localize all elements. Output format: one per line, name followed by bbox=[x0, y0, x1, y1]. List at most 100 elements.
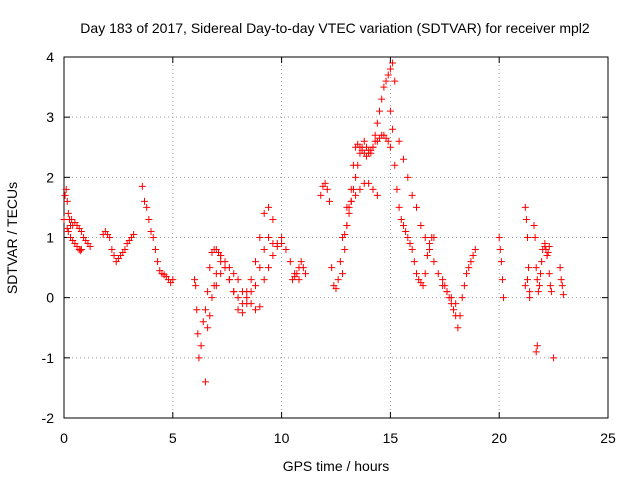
data-point bbox=[217, 252, 225, 260]
data-point bbox=[402, 227, 410, 235]
data-point bbox=[199, 318, 207, 326]
x-tick-label: 25 bbox=[600, 430, 616, 446]
data-point bbox=[360, 137, 368, 145]
data-point bbox=[450, 306, 458, 314]
data-point bbox=[293, 270, 301, 278]
data-point bbox=[108, 246, 116, 254]
data-point bbox=[234, 294, 242, 302]
data-point bbox=[458, 294, 466, 302]
data-point bbox=[77, 246, 85, 254]
data-point bbox=[406, 240, 414, 248]
data-point bbox=[393, 185, 401, 193]
data-point bbox=[378, 95, 386, 103]
data-point bbox=[421, 270, 429, 278]
data-point bbox=[399, 221, 407, 229]
data-point bbox=[121, 246, 129, 254]
data-point bbox=[423, 252, 431, 260]
data-point bbox=[460, 282, 468, 290]
data-point bbox=[278, 234, 286, 241]
data-point bbox=[192, 282, 200, 290]
data-point bbox=[225, 264, 233, 272]
data-point bbox=[145, 215, 153, 223]
data-point bbox=[323, 185, 331, 193]
data-point bbox=[243, 294, 251, 302]
data-point bbox=[343, 203, 351, 211]
x-tick-label: 15 bbox=[383, 430, 399, 446]
data-point bbox=[373, 119, 381, 127]
data-point bbox=[273, 240, 281, 248]
data-point bbox=[141, 197, 149, 205]
data-point bbox=[389, 59, 397, 67]
data-point bbox=[194, 330, 202, 338]
data-point bbox=[295, 276, 303, 284]
x-tick-label: 20 bbox=[491, 430, 507, 446]
data-point bbox=[408, 246, 416, 254]
data-point bbox=[384, 71, 392, 79]
data-point bbox=[550, 354, 558, 362]
data-point bbox=[251, 306, 259, 314]
data-point bbox=[384, 137, 392, 145]
data-point bbox=[399, 155, 407, 163]
data-point bbox=[64, 209, 72, 217]
data-point bbox=[347, 197, 355, 205]
data-point bbox=[234, 276, 242, 284]
data-point bbox=[352, 191, 360, 199]
data-point bbox=[532, 264, 540, 272]
data-point bbox=[471, 246, 479, 254]
data-point bbox=[169, 276, 177, 284]
data-point bbox=[417, 221, 425, 229]
data-point bbox=[86, 243, 94, 251]
data-point bbox=[334, 276, 342, 284]
data-point bbox=[251, 258, 259, 266]
chart-title: Day 183 of 2017, Sidereal Day-to-day VTE… bbox=[80, 20, 590, 36]
data-point bbox=[297, 258, 305, 266]
data-point bbox=[404, 234, 412, 241]
data-point bbox=[545, 243, 553, 251]
data-point bbox=[191, 276, 199, 284]
data-point bbox=[538, 258, 546, 266]
grid bbox=[64, 57, 608, 418]
data-point bbox=[523, 234, 531, 241]
data-point bbox=[404, 173, 412, 181]
data-point bbox=[238, 309, 246, 317]
data-point bbox=[197, 342, 205, 350]
x-axis-label: GPS time / hours bbox=[283, 458, 390, 474]
data-point bbox=[496, 246, 504, 254]
data-point bbox=[395, 137, 403, 145]
x-tick-label: 0 bbox=[60, 430, 68, 446]
y-tick-label: 1 bbox=[46, 230, 54, 246]
data-point bbox=[497, 258, 505, 266]
data-point bbox=[68, 215, 76, 223]
data-point bbox=[498, 276, 506, 284]
data-point bbox=[544, 249, 552, 257]
data-point bbox=[456, 312, 464, 320]
data-point bbox=[110, 252, 118, 260]
data-point bbox=[526, 288, 534, 296]
data-point bbox=[282, 246, 290, 254]
data-point bbox=[201, 306, 209, 314]
data-point bbox=[369, 143, 377, 151]
data-point bbox=[557, 276, 565, 284]
data-point bbox=[430, 234, 438, 241]
data-point bbox=[64, 227, 72, 235]
data-point bbox=[269, 215, 277, 223]
data-point bbox=[426, 246, 434, 254]
data-point bbox=[265, 264, 273, 272]
data-point bbox=[230, 288, 238, 296]
data-point bbox=[343, 221, 351, 229]
data-point bbox=[225, 276, 233, 284]
data-point bbox=[247, 300, 255, 308]
data-point bbox=[352, 173, 360, 181]
data-point bbox=[439, 276, 447, 284]
data-point bbox=[106, 234, 114, 241]
data-point bbox=[147, 227, 155, 235]
data-point bbox=[395, 203, 403, 211]
data-point bbox=[299, 264, 307, 272]
data-point bbox=[541, 240, 549, 248]
data-point bbox=[445, 294, 453, 302]
data-point bbox=[533, 276, 541, 284]
data-point bbox=[206, 312, 214, 320]
data-point bbox=[547, 288, 555, 296]
data-point bbox=[195, 354, 203, 362]
data-point bbox=[286, 258, 294, 266]
